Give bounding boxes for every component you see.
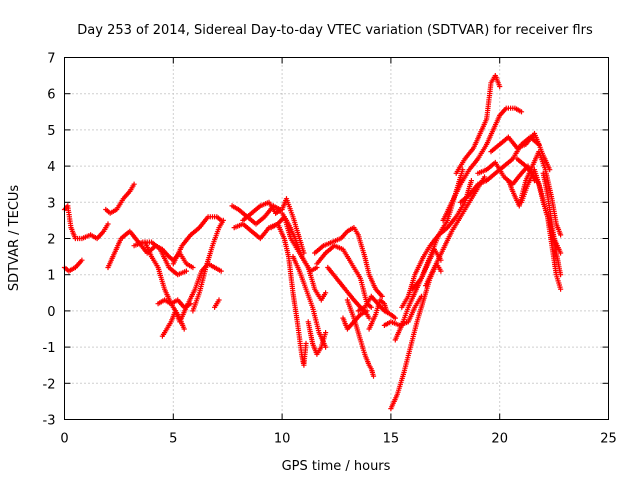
series-arc34 [453, 73, 503, 176]
y-tick-label: 2 [47, 233, 55, 248]
data-point [190, 264, 196, 271]
data-point [79, 257, 85, 263]
y-tick-label: 4 [47, 160, 55, 175]
data-point [558, 232, 564, 238]
data-point [216, 297, 222, 303]
series-arc2 [61, 257, 85, 274]
series-arc16 [273, 196, 307, 256]
series-arc8 [155, 297, 194, 310]
y-tick-label: 3 [47, 196, 55, 211]
data-point [497, 83, 503, 90]
data-point [323, 290, 329, 296]
data-point [383, 308, 390, 314]
y-tick-label: 0 [47, 305, 55, 320]
data-point [188, 301, 194, 307]
series-arc12 [229, 203, 283, 227]
series-arc26 [366, 297, 390, 332]
series-arc9 [170, 214, 224, 267]
series-arc33 [440, 105, 525, 223]
y-tick-label: 6 [47, 88, 55, 103]
y-axis-label: SDTVAR / TECUs [7, 185, 22, 292]
y-tick-label: -1 [43, 341, 56, 356]
data-point [392, 315, 398, 321]
series-line [105, 183, 135, 214]
series-arc38 [505, 149, 564, 238]
series-arc29 [392, 246, 444, 343]
data-point [183, 268, 189, 274]
y-tick-label: -2 [43, 377, 56, 392]
y-tick-label: 1 [47, 269, 55, 284]
x-tick-label: 5 [169, 432, 177, 447]
series-arc21 [314, 243, 374, 310]
x-tick-label: 10 [274, 432, 291, 447]
series-arc7 [159, 308, 187, 339]
data-point [518, 109, 525, 115]
data-point [438, 268, 444, 274]
series-arc3 [103, 181, 137, 216]
data-point [323, 330, 329, 336]
series-arc41 [540, 170, 564, 278]
series-arc24 [344, 297, 377, 379]
y-tick-label: 5 [47, 124, 55, 139]
gridlines [64, 57, 609, 420]
y-tick-label: 7 [47, 52, 55, 67]
data-point [366, 315, 372, 321]
data-point [368, 304, 374, 310]
data-point [468, 178, 474, 184]
chart-title: Day 253 of 2014, Sidereal Day-to-day VTE… [77, 23, 593, 38]
x-tick-label: 0 [60, 432, 68, 447]
x-axis-label: GPS time / hours [282, 459, 391, 474]
series-arc37 [488, 130, 553, 173]
series-arc11 [212, 297, 222, 310]
series-arc15 [268, 221, 309, 368]
series-arc18 [290, 254, 329, 350]
data-point [558, 286, 564, 292]
x-tick-label: 25 [600, 432, 617, 447]
data-point [220, 217, 226, 223]
x-tick-label: 15 [383, 432, 400, 447]
x-tick-label: 20 [491, 432, 508, 447]
series-arc31 [410, 178, 474, 292]
data-point [105, 221, 111, 227]
data-point [218, 268, 224, 274]
series-arc10 [190, 217, 226, 314]
series-arc32 [423, 174, 488, 289]
data-point [370, 373, 377, 379]
series-arc1 [61, 203, 111, 242]
series-arc17 [279, 210, 329, 303]
data-series [61, 73, 564, 412]
series-arc19 [305, 319, 329, 357]
data-point [364, 308, 370, 314]
data-point [379, 293, 385, 299]
data-point [303, 340, 309, 347]
data-point [131, 181, 137, 187]
data-point [181, 326, 187, 332]
series-arc5 [131, 239, 189, 278]
axes-ticks: 0 5 10 15 20 25 -3 -2 -1 0 1 2 3 4 5 6 7 [43, 52, 617, 447]
y-tick-label: -3 [43, 414, 56, 429]
data-point [558, 272, 564, 278]
series-arc20 [312, 225, 385, 299]
